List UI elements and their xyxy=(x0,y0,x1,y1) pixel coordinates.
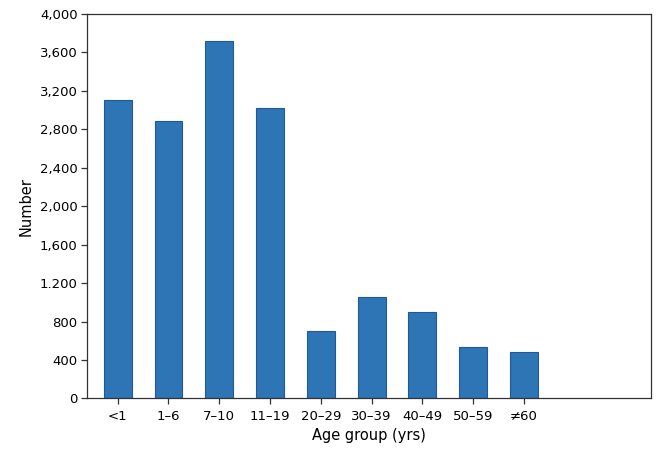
Bar xyxy=(256,108,284,398)
X-axis label: Age group (yrs): Age group (yrs) xyxy=(312,428,426,443)
Bar xyxy=(409,312,436,398)
Bar xyxy=(205,41,234,398)
Bar xyxy=(459,348,487,398)
Bar xyxy=(510,352,538,398)
Bar xyxy=(104,100,132,398)
Bar xyxy=(358,298,386,398)
Bar xyxy=(307,331,335,398)
Bar xyxy=(154,121,183,398)
Y-axis label: Number: Number xyxy=(19,177,34,235)
